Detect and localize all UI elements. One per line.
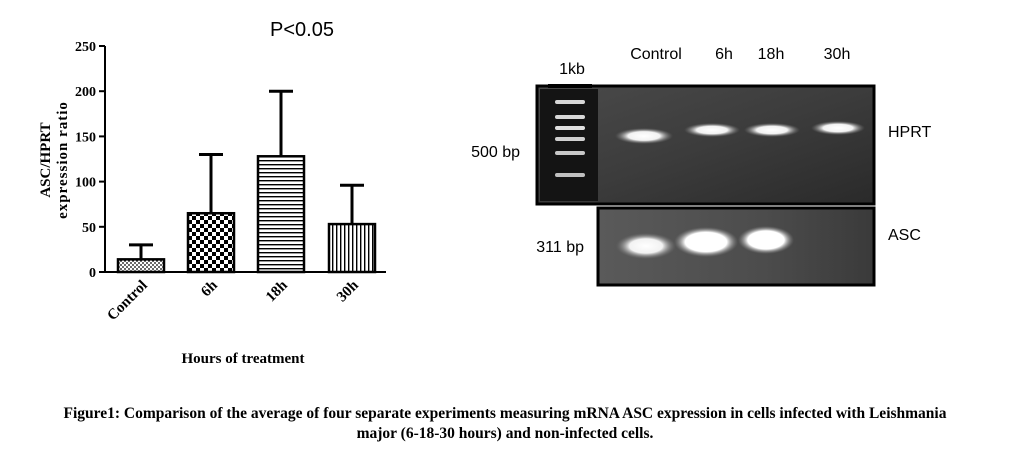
y-tick-label: 200 <box>75 85 96 100</box>
caption-line-1: Figure1: Comparison of the average of fo… <box>63 405 947 422</box>
y-tick-label: 0 <box>89 266 96 281</box>
ladder-well <box>548 84 592 88</box>
lane-label-30h: 30h <box>824 46 851 63</box>
ladder-band <box>555 100 585 104</box>
ladder-band <box>555 173 585 177</box>
ladder-lane <box>540 89 598 201</box>
gene-label-hprt: HPRT <box>888 124 931 141</box>
hprt-band-control <box>615 128 673 144</box>
ladder-band <box>555 126 585 130</box>
ladder-label: 1kb <box>559 61 585 78</box>
hprt-band-18h <box>744 123 800 137</box>
gel-electrophoresis-image: 1kb Control 6h 18h 30h 500 bp 311 bp HPR… <box>471 46 931 287</box>
x-tick-label: 6h <box>198 277 221 300</box>
ladder-band <box>555 151 585 155</box>
y-axis-label-line2: expression ratio <box>55 101 71 219</box>
bar-30h <box>327 222 377 274</box>
ladder-band <box>555 115 585 119</box>
y-axis-label-line1: ASC/HPRT <box>38 122 54 197</box>
y-tick-label: 250 <box>75 40 96 55</box>
x-tick-label: 30h <box>334 277 362 305</box>
lane-label-6h: 6h <box>715 46 733 63</box>
chart-title: P<0.05 <box>270 19 334 41</box>
hprt-band-6h <box>684 123 740 137</box>
bar-6h <box>186 211 236 274</box>
caption-line-2: major (6-18-30 hours) and non-infected c… <box>356 425 654 442</box>
asc-band-control <box>616 233 676 259</box>
figure-caption: Figure1: Comparison of the average of fo… <box>20 404 990 444</box>
lane-label-control: Control <box>630 46 682 63</box>
y-tick-label: 50 <box>82 221 96 236</box>
x-axis-label: Hours of treatment <box>181 351 304 367</box>
x-tick-label: Control <box>104 278 150 324</box>
bar-control <box>116 258 166 274</box>
y-tick-label: 150 <box>75 130 96 145</box>
lane-label-18h: 18h <box>758 46 785 63</box>
band-size-500bp: 500 bp <box>471 144 520 161</box>
x-tick-label: 18h <box>263 277 291 305</box>
band-size-311bp: 311 bp <box>536 239 584 256</box>
asc-band-6h <box>674 227 738 257</box>
ladder-band <box>555 137 585 141</box>
gene-label-asc: ASC <box>888 227 921 244</box>
bar-18h <box>256 155 306 274</box>
asc-band-18h <box>738 226 794 254</box>
bar-chart: P<0.05 ASC/HPRT expression ratio 0 50 100 1… <box>38 19 386 367</box>
hprt-band-30h <box>811 121 865 135</box>
y-tick-label: 100 <box>75 176 96 191</box>
